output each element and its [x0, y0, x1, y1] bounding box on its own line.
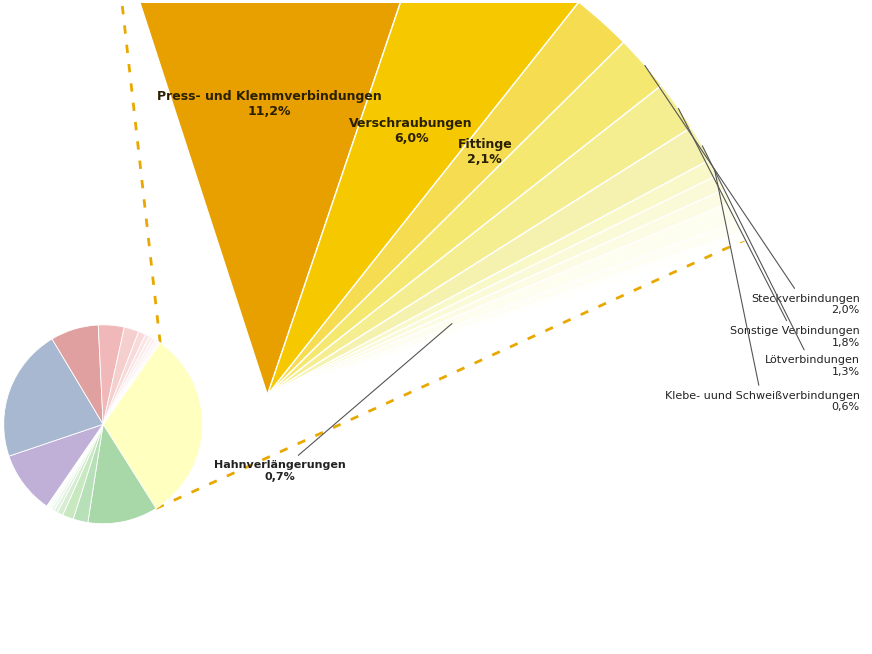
Wedge shape: [112, 0, 428, 395]
Wedge shape: [103, 339, 157, 424]
Text: Lötverbindungen
1,3%: Lötverbindungen 1,3%: [702, 146, 860, 377]
Wedge shape: [103, 341, 159, 424]
Wedge shape: [268, 232, 745, 395]
Wedge shape: [51, 424, 103, 511]
Wedge shape: [103, 338, 155, 424]
Text: Press- und Klemmverbindungen
11,2%: Press- und Klemmverbindungen 11,2%: [157, 90, 382, 118]
Wedge shape: [48, 424, 103, 508]
Wedge shape: [268, 0, 579, 395]
Wedge shape: [54, 424, 103, 513]
Wedge shape: [50, 424, 103, 509]
Wedge shape: [103, 327, 139, 424]
Wedge shape: [103, 332, 146, 424]
Wedge shape: [103, 336, 153, 424]
Wedge shape: [103, 334, 150, 424]
Text: Fittinge
2,1%: Fittinge 2,1%: [458, 138, 512, 166]
Wedge shape: [103, 343, 202, 508]
Wedge shape: [3, 339, 103, 456]
Wedge shape: [88, 424, 156, 524]
Wedge shape: [47, 424, 103, 507]
Wedge shape: [268, 160, 718, 395]
Wedge shape: [268, 203, 738, 395]
Wedge shape: [52, 325, 103, 424]
Wedge shape: [63, 424, 103, 519]
Wedge shape: [268, 85, 691, 395]
Wedge shape: [268, 2, 623, 395]
Text: Sonstige Verbindungen
1,8%: Sonstige Verbindungen 1,8%: [678, 109, 860, 347]
Wedge shape: [73, 424, 103, 523]
Wedge shape: [268, 43, 662, 395]
Wedge shape: [58, 424, 103, 515]
Text: Verschraubungen
6,0%: Verschraubungen 6,0%: [350, 117, 473, 145]
Wedge shape: [99, 325, 125, 424]
Wedge shape: [268, 128, 710, 395]
Wedge shape: [268, 189, 731, 395]
Text: Klebe- uund Schweißverbindungen
0,6%: Klebe- uund Schweißverbindungen 0,6%: [664, 170, 860, 413]
Text: Hahnverlängerungen
0,7%: Hahnverlängerungen 0,7%: [215, 324, 452, 481]
Wedge shape: [268, 175, 725, 395]
Wedge shape: [268, 221, 741, 395]
Wedge shape: [9, 424, 103, 506]
Wedge shape: [103, 342, 160, 424]
Text: Steckverbindungen
2,0%: Steckverbindungen 2,0%: [645, 65, 860, 315]
